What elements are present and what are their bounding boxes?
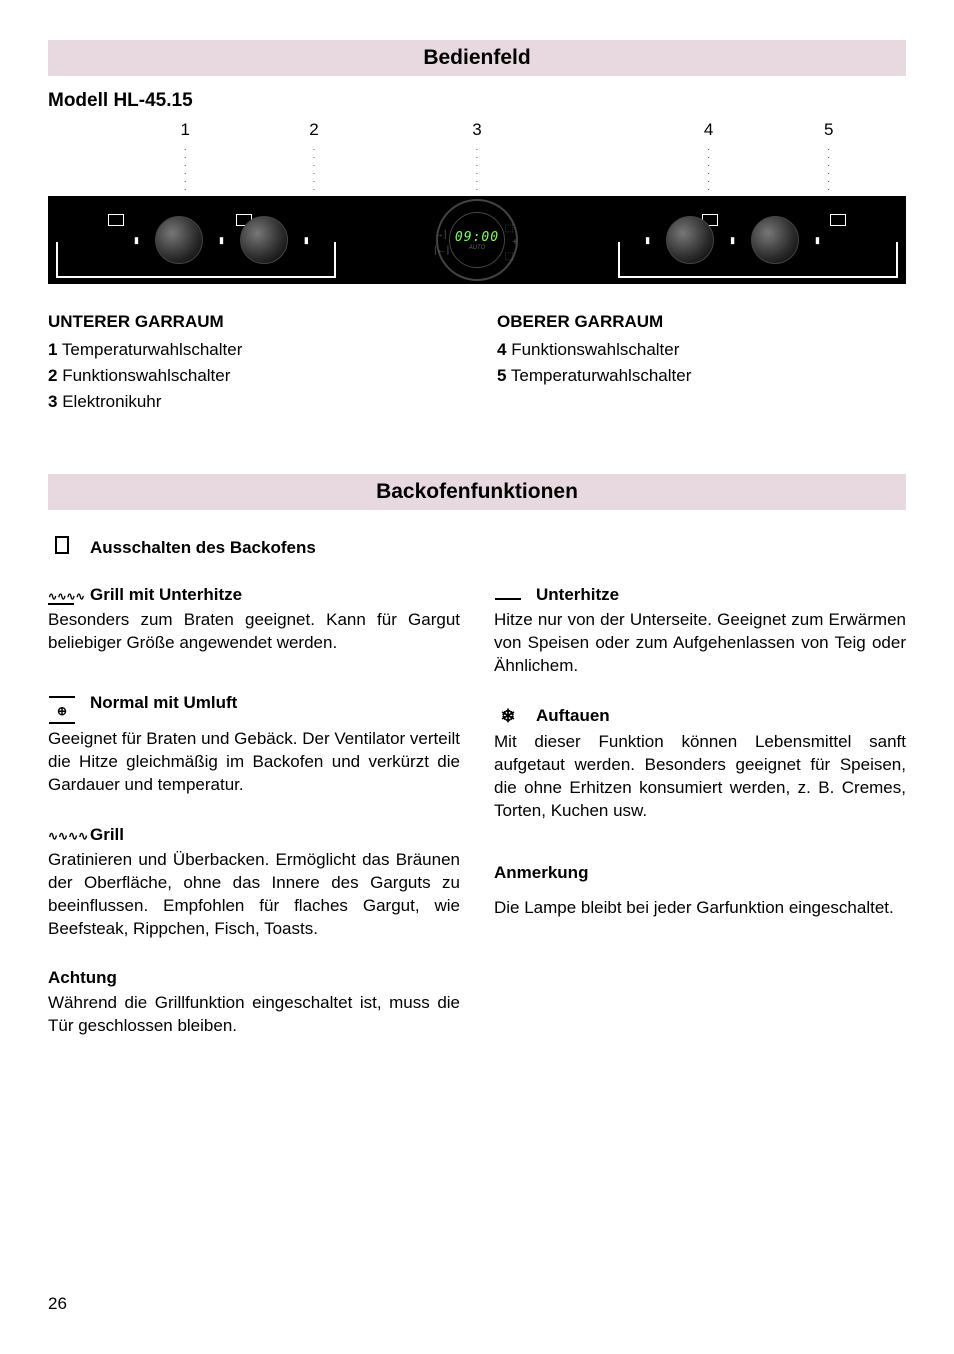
function-title: Grill mit Unterhitze xyxy=(90,585,242,605)
function-off-label: Ausschalten des Backofens xyxy=(90,538,316,558)
model-label: Modell HL-45.15 xyxy=(48,90,906,112)
function-item: Normal mit Umluft Geeignet für Braten un… xyxy=(48,683,460,797)
functions-col-right: Unterhitze Hitze nur von der Unterseite.… xyxy=(494,585,906,1066)
function-item: Auftauen Mit dieser Funktion können Lebe… xyxy=(494,706,906,823)
function-item: Achtung Während die Grillfunktion einges… xyxy=(48,968,460,1038)
panel-small-icon xyxy=(108,214,124,226)
function-body: Besonders zum Braten geeignet. Kann für … xyxy=(48,609,460,655)
function-body: Geeignet für Braten und Gebäck. Der Vent… xyxy=(48,728,460,797)
function-title: Unterhitze xyxy=(536,585,619,605)
legend-item: 3 Elektronikuhr xyxy=(48,392,457,412)
function-title: Normal mit Umluft xyxy=(90,693,237,713)
defrost-icon xyxy=(494,706,522,727)
legend-item: 2 Funktionswahlschalter xyxy=(48,366,457,386)
function-title: Anmerkung xyxy=(494,863,588,883)
legend-item: 5 Temperaturwahlschalter xyxy=(497,366,906,386)
functions-col-left: Grill mit Unterhitze Besonders zum Brate… xyxy=(48,585,460,1066)
function-body: Mit dieser Funktion können Lebensmittel … xyxy=(494,731,906,823)
function-body: Hitze nur von der Unterseite. Geeignet z… xyxy=(494,609,906,678)
function-item: Grill mit Unterhitze Besonders zum Brate… xyxy=(48,585,460,655)
pointer-number-row: 1 2 3 4 5 xyxy=(48,120,906,146)
pointer-num: 5 xyxy=(824,120,833,140)
section-header-bedienfeld: Bedienfeld xyxy=(48,40,906,76)
section-header-functions: Backofenfunktionen xyxy=(48,474,906,510)
off-icon xyxy=(48,536,76,559)
control-panel-face: ▮▮ ▮ →| |←| ⬚ + ⬚ 09:00 AUTO ▮▮ ▮ xyxy=(48,196,906,284)
control-panel-diagram: 1 2 3 4 5 ······ ······ ······ ······ ··… xyxy=(48,120,906,284)
bracket-lower-oven xyxy=(56,242,336,278)
functions-columns: Grill mit Unterhitze Besonders zum Brate… xyxy=(48,585,906,1066)
function-off: Ausschalten des Backofens xyxy=(48,536,906,559)
clock-dial: →| |←| ⬚ + ⬚ 09:00 AUTO xyxy=(436,199,518,281)
legend-col-left: UNTERER GARRAUM 1 Temperaturwahlschalter… xyxy=(48,312,457,418)
pointer-num: 4 xyxy=(704,120,713,140)
legend-item: 4 Funktionswahlschalter xyxy=(497,340,906,360)
function-title: Auftauen xyxy=(536,706,610,726)
legend-heading-left: UNTERER GARRAUM xyxy=(48,312,457,332)
legend-col-right: OBERER GARRAUM 4 Funktionswahlschalter 5… xyxy=(497,312,906,418)
function-item: Unterhitze Hitze nur von der Unterseite.… xyxy=(494,585,906,678)
pointer-dotted-lines: ······ ······ ······ ······ ······ xyxy=(48,146,906,196)
pointer-num: 3 xyxy=(472,120,481,140)
grill-bottom-icon xyxy=(48,585,76,605)
function-body: Gratinieren und Überbacken. Ermöglicht d… xyxy=(48,849,460,941)
pointer-num: 2 xyxy=(309,120,318,140)
bracket-upper-oven xyxy=(618,242,898,278)
legend-heading-right: OBERER GARRAUM xyxy=(497,312,906,332)
legend-item: 1 Temperaturwahlschalter xyxy=(48,340,457,360)
function-item: Grill Gratinieren und Überbacken. Ermögl… xyxy=(48,825,460,941)
fan-icon xyxy=(48,683,76,724)
legend: UNTERER GARRAUM 1 Temperaturwahlschalter… xyxy=(48,312,906,418)
function-body: Die Lampe bleibt bei jeder Garfunktion e… xyxy=(494,897,906,920)
function-body: Während die Grillfunktion eingeschaltet … xyxy=(48,992,460,1038)
function-item: Anmerkung Die Lampe bleibt bei jeder Gar… xyxy=(494,863,906,920)
function-title: Achtung xyxy=(48,968,117,988)
clock-auto-label: AUTO xyxy=(469,245,486,251)
pointer-num: 1 xyxy=(181,120,190,140)
clock-time: 09:00 xyxy=(455,230,499,245)
grill-icon xyxy=(48,825,76,845)
page-number: 26 xyxy=(48,1294,67,1314)
panel-small-icon xyxy=(830,214,846,226)
bottom-heat-icon xyxy=(494,585,522,605)
function-title: Grill xyxy=(90,825,124,845)
